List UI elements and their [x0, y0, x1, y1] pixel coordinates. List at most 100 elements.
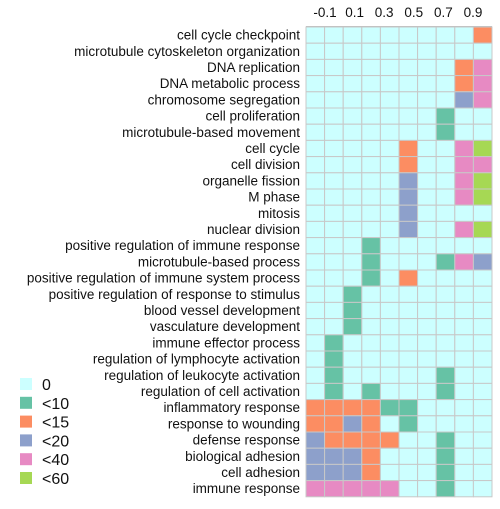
- heatmap-cell: [454, 334, 474, 352]
- heatmap-cell: [305, 480, 326, 498]
- heatmap-cell: [472, 91, 493, 109]
- heatmap-cell: [379, 172, 400, 190]
- heatmap-cell: [324, 447, 344, 465]
- heatmap-cell: [398, 415, 419, 433]
- heatmap-cell: [398, 318, 419, 336]
- heatmap-cell: [435, 156, 456, 174]
- heatmap-cell: [342, 399, 363, 417]
- heatmap-cell: [472, 318, 493, 336]
- row-label: DNA metabolic process: [160, 76, 301, 91]
- heatmap-cell: [305, 350, 326, 368]
- heatmap-cell: [435, 139, 456, 158]
- heatmap-cell: [324, 75, 344, 93]
- heatmap-cell: [435, 172, 456, 190]
- heatmap-cell: [305, 42, 326, 60]
- heatmap-cell: [417, 366, 437, 384]
- heatmap-cell: [398, 447, 419, 465]
- row-label: microtubule cytoskeleton organization: [74, 44, 300, 59]
- heatmap-cell: [417, 204, 437, 222]
- heatmap-cell: [435, 350, 456, 368]
- heatmap-cell: [379, 42, 400, 60]
- heatmap-cell: [398, 188, 419, 206]
- heatmap-cell: [379, 269, 400, 287]
- row-label: cell adhesion: [221, 465, 300, 480]
- heatmap-cell: [454, 58, 474, 77]
- heatmap-cell: [342, 156, 363, 174]
- heatmap-cell: [435, 58, 456, 77]
- heatmap-cell: [398, 253, 419, 271]
- heatmap-cell: [305, 285, 326, 303]
- heatmap-cell: [379, 188, 400, 206]
- heatmap-cell: [472, 350, 493, 368]
- heatmap-cell: [454, 139, 474, 158]
- heatmap-cell: [398, 301, 419, 320]
- heatmap-cell: [417, 382, 437, 401]
- heatmap-cell: [324, 350, 344, 368]
- legend-swatch: [20, 415, 32, 428]
- heatmap-cell: [472, 107, 493, 125]
- heatmap-cell: [472, 366, 493, 384]
- heatmap-cell: [379, 285, 400, 303]
- heatmap-cell: [361, 382, 381, 401]
- heatmap-cell: [454, 156, 474, 174]
- row-label: M phase: [248, 190, 300, 205]
- heatmap-cell: [342, 107, 363, 125]
- x-tick-label: 0.5: [404, 5, 423, 20]
- heatmap-cell: [361, 26, 381, 44]
- heatmap-cell: [379, 123, 400, 141]
- heatmap-cell: [361, 350, 381, 368]
- heatmap-cell: [342, 480, 363, 498]
- heatmap-cell: [435, 334, 456, 352]
- heatmap-cell: [305, 172, 326, 190]
- heatmap-cell: [398, 285, 419, 303]
- row-label: defense response: [193, 433, 300, 448]
- heatmap-cell: [379, 156, 400, 174]
- heatmap-cell: [342, 301, 363, 320]
- heatmap-cell: [454, 480, 474, 498]
- heatmap-cell: [342, 91, 363, 109]
- heatmap-cell: [305, 399, 326, 417]
- row-label: cell cycle: [245, 141, 300, 156]
- heatmap-cell: [361, 269, 381, 287]
- heatmap-cell: [342, 188, 363, 206]
- heatmap-cell: [305, 75, 326, 93]
- heatmap-cell: [324, 237, 344, 255]
- heatmap-cell: [379, 463, 400, 482]
- heatmap-cell: [342, 318, 363, 336]
- heatmap-cell: [324, 431, 344, 449]
- heatmap-cell: [379, 366, 400, 384]
- x-tick-label: -0.1: [313, 5, 336, 20]
- heatmap-cell: [435, 188, 456, 206]
- heatmap-cell: [361, 139, 381, 158]
- heatmap-cell: [472, 204, 493, 222]
- heatmap-cell: [454, 399, 474, 417]
- heatmap-cell: [435, 382, 456, 401]
- heatmap-cell: [379, 58, 400, 77]
- heatmap-cell: [361, 366, 381, 384]
- heatmap-cell: [435, 447, 456, 465]
- heatmap-cell: [472, 42, 493, 60]
- heatmap-cell: [305, 269, 326, 287]
- heatmap-cell: [342, 463, 363, 482]
- heatmap-cell: [324, 415, 344, 433]
- heatmap-cell: [398, 366, 419, 384]
- heatmap-cell: [454, 366, 474, 384]
- heatmap-cell: [342, 447, 363, 465]
- heatmap-cell: [417, 415, 437, 433]
- row-label: cell proliferation: [205, 109, 300, 124]
- heatmap-cell: [435, 431, 456, 449]
- heatmap-cell: [342, 204, 363, 222]
- heatmap-cell: [398, 42, 419, 60]
- heatmap-cell: [305, 26, 326, 44]
- heatmap-cell: [361, 220, 381, 239]
- heatmap-cell: [435, 269, 456, 287]
- heatmap-cell: [435, 463, 456, 482]
- heatmap-cell: [305, 382, 326, 401]
- heatmap-cell: [342, 42, 363, 60]
- heatmap-cell: [398, 91, 419, 109]
- heatmap-cell: [417, 463, 437, 482]
- heatmap-cell: [324, 91, 344, 109]
- heatmap-cell: [472, 463, 493, 482]
- row-label: immune response: [193, 481, 300, 496]
